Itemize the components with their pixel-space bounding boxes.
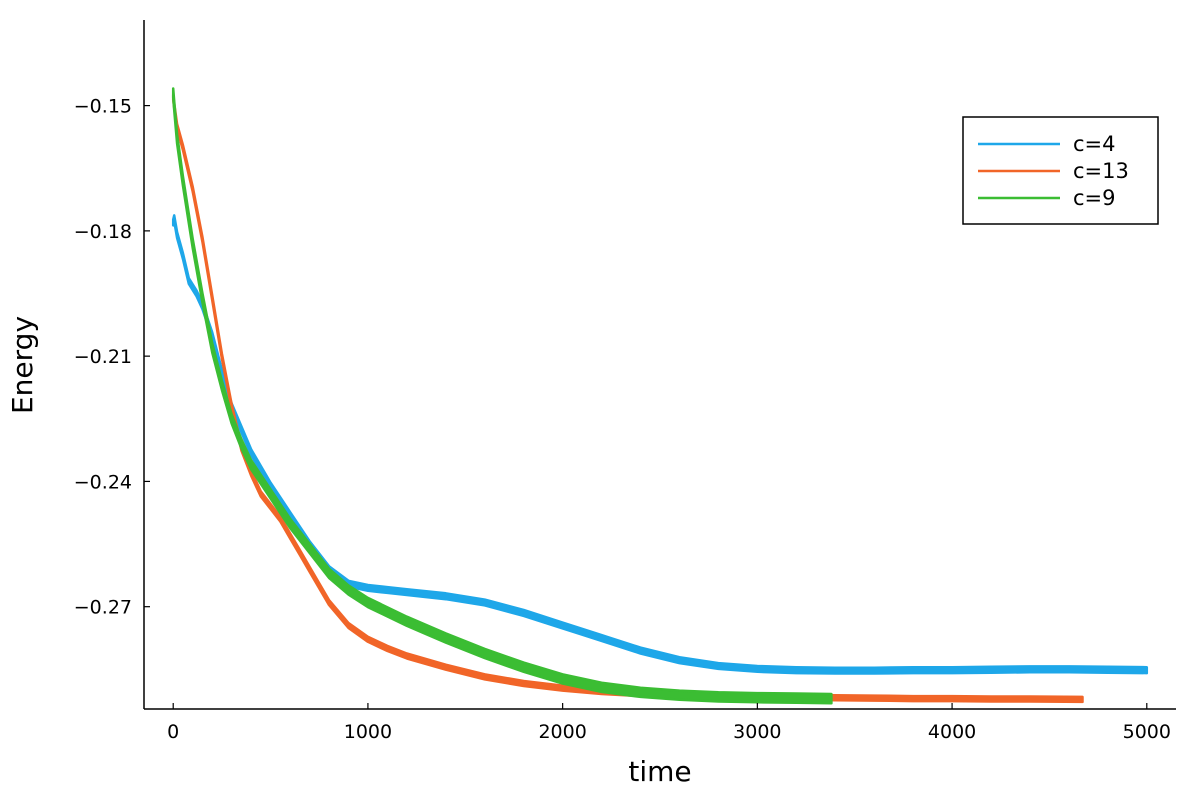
y-tick-label: −0.24 [74, 471, 132, 493]
y-tick-label: −0.18 [74, 221, 132, 243]
x-tick-label: 4000 [928, 721, 976, 743]
x-tick-label: 1000 [344, 721, 392, 743]
x-axis-title: time [628, 755, 691, 788]
x-tick-label: 3000 [733, 721, 781, 743]
legend-label-c-9: c=9 [1073, 186, 1116, 210]
series-c-4-line [171, 214, 1149, 675]
ticks: 0 1000 2000 3000 4000 5000 −0.15 −0.18 −0.21 −0.2… [74, 96, 1171, 743]
axes [143, 20, 1176, 710]
x-tick-label: 5000 [1123, 721, 1171, 743]
y-axis-title: Energy [6, 316, 39, 414]
y-tick-label: −0.15 [74, 96, 132, 118]
series-layer [171, 87, 1149, 705]
series-c-9-line [171, 87, 833, 705]
series-c-13-line [171, 93, 1084, 704]
y-tick-label: −0.21 [74, 346, 132, 368]
x-tick-label: 0 [167, 721, 179, 743]
x-tick-label: 2000 [538, 721, 586, 743]
y-tick-label: −0.27 [74, 597, 132, 619]
legend-label-c-13: c=13 [1073, 159, 1129, 183]
legend-label-c-4: c=4 [1073, 132, 1116, 156]
legend: c=4 c=13 c=9 [962, 116, 1159, 225]
